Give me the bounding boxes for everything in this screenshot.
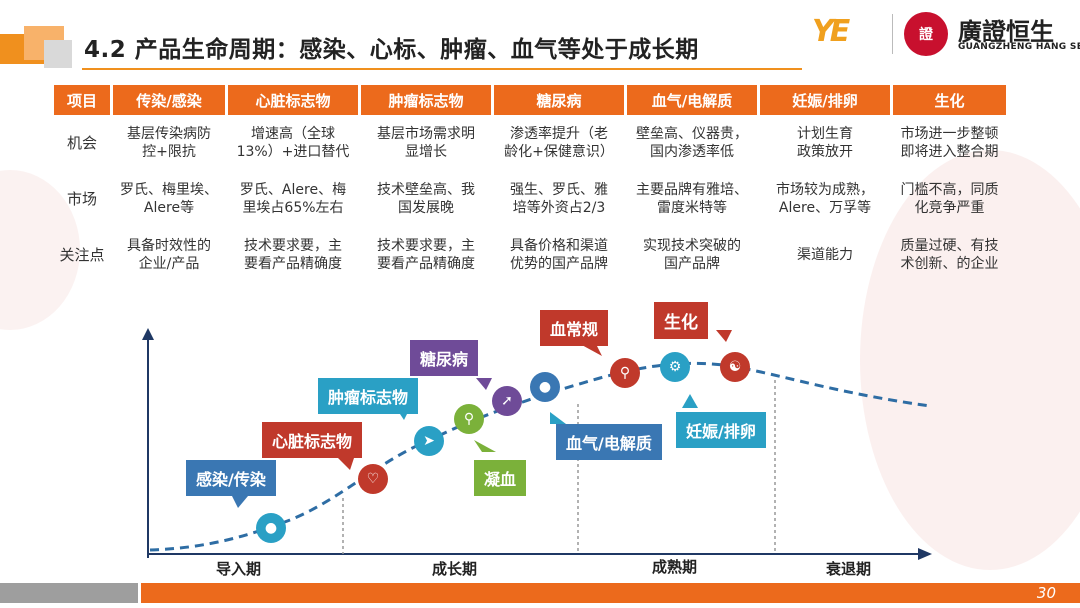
network-icon: ☯: [720, 352, 750, 382]
arrow-up-icon: ➚: [492, 386, 522, 416]
tag-blood-routine: 血常规: [540, 310, 609, 346]
paper-plane-icon: ➤: [414, 426, 444, 456]
table-row: 市场 罗氏、梅里埃、 Alere等 罗氏、Alere、梅 里埃占65%左右 技术壁垒高…: [54, 171, 1006, 227]
lifecycle-table: 项目 传染/感染 心脏标志物 肿瘤标志物 糖尿病 血气/电解质 妊娠/排卵 生化…: [54, 85, 1006, 283]
table-cell: 市场较为成熟， Alere、万孚等: [776, 182, 874, 216]
tag-pointer: [682, 394, 698, 408]
tag-pointer: [580, 344, 602, 356]
table-cell: 罗氏、Alere、梅 里埃占65%左右: [239, 182, 347, 216]
stage-label: 成熟期: [652, 558, 698, 576]
tag-infection: 感染/传染: [186, 460, 276, 496]
logo-seal-icon: 證: [904, 12, 948, 56]
table-cell: 技术壁垒高、我 国发展晚: [377, 182, 475, 216]
table-cell: 渠道能力: [797, 247, 853, 263]
table-header-cell: 血气/电解质: [627, 85, 757, 115]
table-cell: 技术要求要，主 要看产品精确度: [377, 238, 475, 272]
table-cell: 强生、罗氏、雅 培等外资占2/3: [510, 182, 608, 216]
row-label: 市场: [66, 190, 97, 208]
logo-name-cn: 廣證恒生: [958, 18, 1054, 46]
lifecycle-chart: [142, 328, 932, 560]
table-cell: 具备时效性的 企业/产品: [127, 238, 211, 272]
tag-blood-gas: 血气/电解质: [556, 424, 662, 460]
people-icon: ●: [530, 372, 560, 402]
table-header-cell: 生化: [893, 85, 1006, 115]
title-underline: [82, 68, 802, 70]
tag-coagulation: 凝血: [474, 460, 527, 496]
table-cell: 壁垒高、仪器贵， 国内渗透率低: [636, 126, 748, 160]
page-number: 30: [1036, 584, 1056, 602]
stage-label: 衰退期: [826, 560, 872, 578]
magnifier-icon: ⚲: [454, 404, 484, 434]
y-axis-arrow: [142, 328, 154, 340]
logo-divider: [892, 14, 893, 54]
table-cell: 门槛不高，同质 化竞争严重: [900, 182, 999, 216]
table-cell: 具备价格和渠道 优势的国产品牌: [510, 238, 608, 272]
gear-icon: ⚙: [660, 352, 690, 382]
table-cell: 增速高（全球 13%）+进口替代: [236, 126, 350, 160]
tag-pointer: [550, 412, 566, 424]
table-cell: 实现技术突破的 国产品牌: [643, 238, 741, 272]
tag-pointer: [716, 330, 732, 342]
table-cell: 渗透率提升（老 龄化+保健意识）: [504, 126, 614, 160]
x-axis-arrow: [918, 548, 932, 560]
table-cell: 计划生育 政策放开: [797, 126, 853, 160]
tag-pregnancy: 妊娠/排卵: [676, 412, 766, 448]
table-header-cell: 传染/感染: [113, 85, 225, 115]
tag-pointer: [474, 440, 496, 452]
table-cell: 市场进一步整顿 即将进入整合期: [900, 126, 999, 160]
table-cell: 技术要求要，主 要看产品精确度: [244, 238, 342, 272]
heart-icon: ♡: [358, 464, 388, 494]
tag-biochem: 生化: [654, 302, 708, 339]
logo-name-en: GUANGZHENG HANG SENG: [958, 42, 1080, 52]
table-header-cell: 项目: [54, 85, 110, 115]
title-accent-square-gray: [44, 40, 72, 68]
watermark-seal: [860, 150, 1080, 570]
row-label: 关注点: [59, 246, 105, 264]
company-logo: YE 證 廣證恒生 GUANGZHENG HANG SENG: [812, 8, 1080, 64]
table-header-cell: 糖尿病: [494, 85, 624, 115]
table-header-cell: 妊娠/排卵: [760, 85, 890, 115]
footer-bar-gray: [0, 583, 138, 603]
table-row: 机会 基层传染病防 控+限抗 增速高（全球 13%）+进口替代 基层市场需求明 显增长…: [54, 115, 1006, 171]
table-cell: 基层市场需求明 显增长: [377, 126, 475, 160]
table-row: 关注点 具备时效性的 企业/产品 技术要求要，主 要看产品精确度 技术要求要，主 要看…: [54, 227, 1006, 283]
table-cell: 罗氏、梅里埃、 Alere等: [120, 182, 218, 216]
table-header-row: 项目 传染/感染 心脏标志物 肿瘤标志物 糖尿病 血气/电解质 妊娠/排卵 生化: [54, 85, 1006, 115]
search-icon: ⚲: [610, 358, 640, 388]
tag-cardiac: 心脏标志物: [262, 422, 363, 458]
table-body: 机会 基层传染病防 控+限抗 增速高（全球 13%）+进口替代 基层市场需求明 显增长…: [54, 115, 1006, 283]
stage-label: 导入期: [216, 560, 262, 578]
table-cell: 质量过硬、有技 术创新、的企业: [900, 238, 999, 272]
footer-bar-orange: [141, 583, 1080, 603]
row-label: 机会: [66, 134, 97, 152]
tag-pointer: [338, 458, 354, 470]
lifecycle-curve: [149, 361, 931, 552]
tag-tumor: 肿瘤标志物: [318, 378, 419, 414]
page-title: 4.2 产品生命周期：感染、心标、肿瘤、血气等处于成长期: [84, 37, 699, 63]
lightbulb-icon: ●: [256, 513, 286, 543]
tag-pointer: [476, 378, 492, 390]
table-header-cell: 肿瘤标志物: [361, 85, 491, 115]
table-header-cell: 心脏标志物: [228, 85, 358, 115]
logo-mark: YE: [812, 14, 850, 49]
tag-diabetes: 糖尿病: [410, 340, 479, 376]
tag-pointer: [232, 496, 248, 508]
stage-label: 成长期: [432, 560, 478, 578]
table-cell: 主要品牌有雅培、 雷度米特等: [636, 182, 748, 216]
table-cell: 基层传染病防 控+限抗: [127, 126, 211, 160]
